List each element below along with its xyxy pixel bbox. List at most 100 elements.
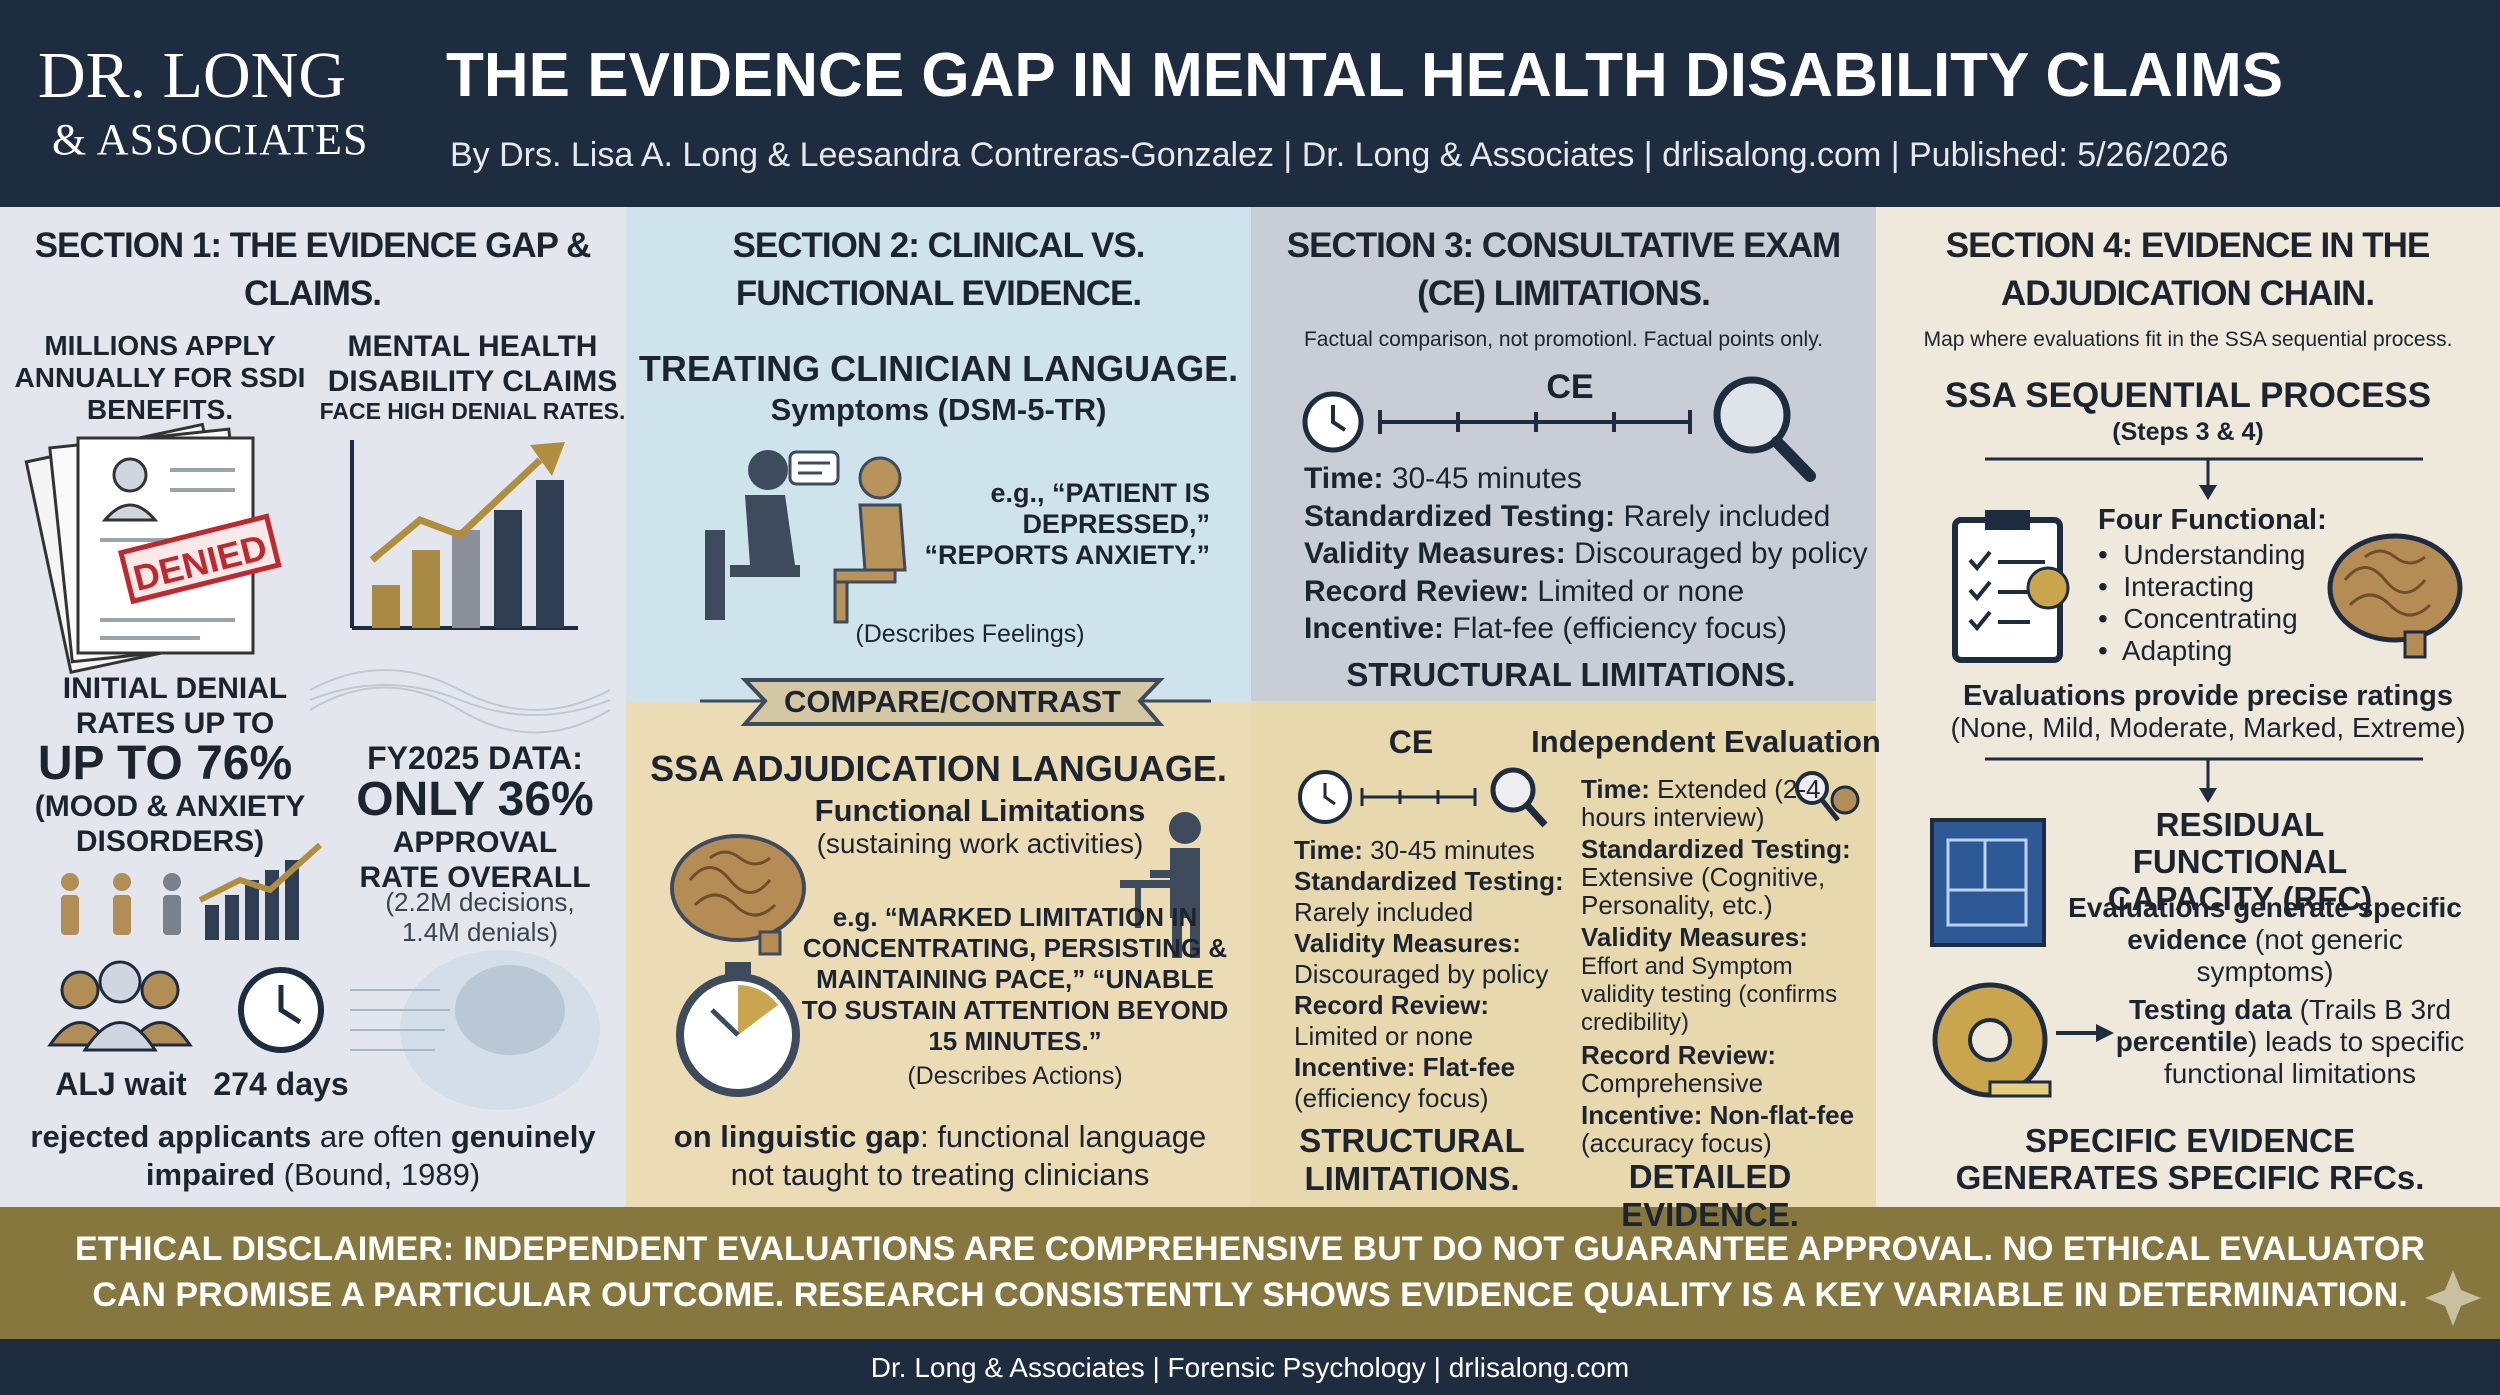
item-value: Extended (2-4 hours interview) (1581, 774, 1821, 832)
quote-bold: rejected applicants (30, 1119, 312, 1154)
note: (Describes Feelings) (855, 620, 1085, 648)
example-quote: e.g., “PATIENT IS DEPRESSED,” “REPORTS A… (924, 478, 1210, 570)
subheading-sub: Functional Limitations (814, 793, 1146, 828)
testing-note: Testing data (Trails B 3rd percentile) l… (2110, 994, 2470, 1090)
ie-compare-list: Time: Extended (2-4 hours interview) Sta… (1581, 775, 1871, 1157)
footer: Dr. Long & Associates | Forensic Psychol… (870, 1352, 1630, 1383)
ratings: (None, Mild, Moderate, Marked, Extreme) (1950, 712, 2466, 743)
testing-bold: Testing data (2128, 994, 2292, 1025)
ce-compare-list: Time: 30-45 minutes Standardized Testing… (1294, 835, 1569, 1114)
ce-item: Record Review: Limited or none (1294, 990, 1569, 1052)
compare-banner: COMPARE/CONTRAST (784, 684, 1121, 719)
ce-list: Time: 30-45 minutes Standardized Testing… (1304, 460, 1868, 648)
ce-item: Time: 30-45 minutes (1304, 460, 1868, 498)
stat-text: MILLIONS APPLY ANNUALLY FOR SSDI BENEFIT… (14, 330, 306, 426)
item-label: Time: (1304, 462, 1384, 495)
stat-value: ONLY 36% (356, 773, 594, 826)
ie-item: Standardized Testing: Extensive (Cognitiv… (1581, 835, 1871, 919)
item-label: Validity Measures: (1581, 922, 1808, 952)
wait-value: 274 days (213, 1066, 349, 1102)
ce-item: Standardized Testing: Rarely included (1294, 866, 1569, 928)
stat-desc: APPROVAL RATE OVERALL (359, 826, 591, 894)
item-value: Discouraged by policy (1574, 537, 1868, 570)
wait-label: ALJ wait (55, 1066, 187, 1102)
item-value: (accuracy focus) (1581, 1128, 1772, 1158)
ce-item: Time: 30-45 minutes (1294, 835, 1569, 866)
testing-text: ) leads to specific functional limitatio… (2163, 1026, 2465, 1089)
quote-text: (Bound, 1989) (275, 1157, 481, 1192)
column-title: CE (1388, 724, 1434, 760)
subtitle: Factual comparison, not promotionl. Fact… (1303, 328, 1824, 351)
structural-label: STRUCTURAL LIMITATIONS. (1346, 656, 1796, 693)
item-value: Rarely included (1623, 499, 1831, 533)
stat-note: (2.2M decisions, 1.4M denials) (385, 887, 575, 947)
item-label: Incentive: Non-flat-fee (1581, 1100, 1855, 1130)
functional-text: Interacting (2123, 571, 2255, 602)
ie-item: Validity Measures: Effort and Symptom val… (1581, 923, 1871, 1037)
conclusion: SPECIFIC EVIDENCE GENERATES SPECIFIC RFC… (1955, 1122, 2425, 1196)
item-value: Effort and Symptom validity testing (con… (1581, 953, 1838, 1036)
item-value: 30-45 minutes (1370, 835, 1535, 865)
gap-note: on linguistic gap: functional language n… (660, 1118, 1220, 1194)
item-label: Record Review: (1581, 1040, 1777, 1070)
ie-item: Incentive: Non-flat-fee (accuracy focus) (1581, 1101, 1871, 1157)
item-label: Time: (1581, 774, 1650, 804)
ce-item: Standardized Testing: Rarely included (1304, 498, 1868, 536)
item-value: Flat-fee (efficiency focus) (1452, 612, 1787, 645)
item-value: Extensive (Cognitive, Personality, etc.) (1581, 862, 1826, 920)
item-label: Standardized Testing: (1294, 866, 1564, 896)
rfc-desc: Evaluations generate specific evidence (… (2060, 892, 2470, 988)
ie-item: Record Review: Comprehensive (1581, 1041, 1871, 1097)
quote-bold: genuinely impaired (145, 1119, 596, 1192)
page-title: THE EVIDENCE GAP IN MENTAL HEALTH DISABI… (446, 41, 2284, 110)
disclaimer: ETHICAL DISCLAIMER: INDEPENDENT EVALUATI… (75, 1230, 2425, 1314)
stat-label: INITIAL DENIAL RATES UP TO (62, 672, 288, 740)
note: (Describes Actions) (907, 1062, 1123, 1090)
quote-text: are often (311, 1119, 451, 1154)
ce-item: Validity Measures: Discouraged by policy (1304, 535, 1868, 573)
subheading-sub: Symptoms (DSM-5-TR) (770, 392, 1107, 427)
functional-text: Adapting (2121, 635, 2233, 666)
gap-text: : functional language not taught to trea… (730, 1119, 1207, 1192)
functional-item: • Concentrating (2098, 603, 2298, 634)
column-footer: STRUCTURAL LIMITATIONS. (1299, 1122, 1525, 1197)
item-value: Discouraged by policy (1294, 959, 1549, 989)
item-label: Standardized Testing: (1304, 499, 1616, 533)
column-title: Independent Evaluation (1531, 724, 1881, 759)
item-label: Time: (1294, 835, 1363, 865)
rfc-title: RESIDUAL FUNCTIONAL CAPACITY (RFC) (2107, 806, 2373, 917)
functional-item: • Interacting (2098, 571, 2255, 602)
functional-text: Concentrating (2123, 603, 2298, 634)
functional-text: Understanding (2123, 539, 2306, 570)
item-value: Limited or none (1537, 574, 1745, 608)
rfc-text: (not generic symptoms) (2196, 924, 2403, 987)
subheading: SSA ADJUDICATION LANGUAGE. (650, 748, 1227, 789)
subheading: TREATING CLINICIAN LANGUAGE. (638, 348, 1239, 389)
item-label: Validity Measures: (1294, 928, 1521, 958)
stat-text: FACE HIGH DENIAL RATES. (319, 398, 626, 424)
section-heading: SECTION 2: CLINICAL VS. FUNCTIONAL EVIDE… (732, 226, 1146, 313)
logo-line: DR. LONG (38, 39, 346, 112)
ce-item: Incentive: Flat-fee (efficiency focus) (1294, 1052, 1569, 1114)
stat-value: UP TO 76% (37, 737, 293, 790)
quote: rejected applicants are often genuinely … (10, 1118, 616, 1194)
timeline-label: CE (1546, 368, 1594, 406)
section-heading: SECTION 1: THE EVIDENCE GAP & CLAIMS. (34, 226, 592, 313)
item-value: (efficiency focus) (1294, 1083, 1489, 1113)
item-value: Comprehensive (1581, 1068, 1764, 1098)
item-label: Record Review: (1294, 990, 1490, 1020)
item-label: Incentive: (1304, 612, 1445, 645)
example-quote: e.g. “MARKED LIMITATION IN CONCENTRATING… (801, 902, 1229, 1056)
logo-line: & ASSOCIATES (52, 115, 369, 164)
byline: By Drs. Lisa A. Long & Leesandra Contrer… (450, 136, 2229, 174)
process-steps: (Steps 3 & 4) (2112, 418, 2264, 446)
subheading-note: (sustaining work activities) (816, 828, 1144, 859)
ce-item: Validity Measures: Discouraged by policy (1294, 928, 1569, 990)
item-label: Validity Measures: (1304, 537, 1566, 570)
item-label: Standardized Testing: (1581, 834, 1851, 864)
functional-title: Four Functional: (2098, 504, 2327, 536)
stat-label: FY2025 DATA: (367, 740, 583, 776)
subtitle: Map where evaluations fit in the SSA seq… (1923, 328, 2453, 351)
